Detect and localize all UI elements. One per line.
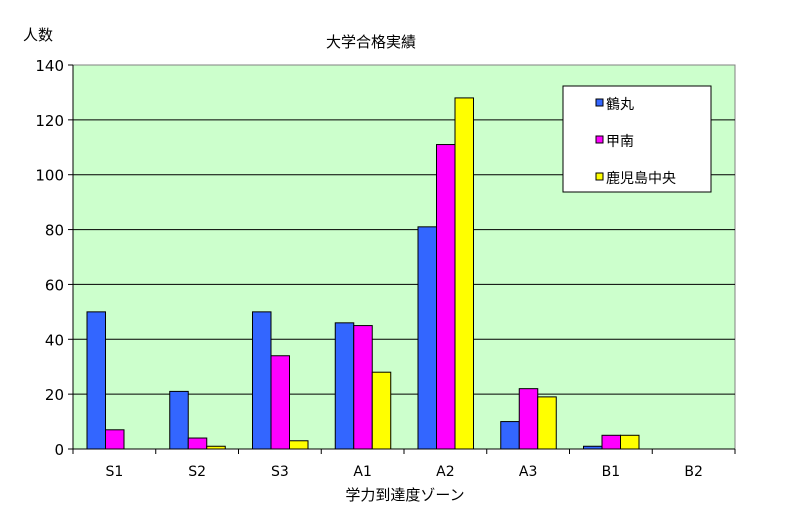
bar: [454, 97, 474, 450]
x-axis-label: 学力到達度ゾーン: [345, 486, 464, 504]
legend-label: 鶴丸: [606, 96, 634, 113]
legend-box: [562, 85, 712, 193]
legend-label: 甲南: [606, 134, 634, 150]
bar: [270, 355, 290, 450]
bar: [537, 396, 557, 450]
legend-swatch: [595, 98, 604, 107]
y-axis-label: 人数: [23, 26, 53, 44]
x-axis-ticks: S1 S2 S3 A1 A2 A3 B1 B2: [72, 449, 736, 480]
bar: [601, 434, 621, 450]
y-tick-label: 0: [54, 441, 64, 459]
y-axis-ticks: 0 20 40 60 80 100 120 140: [35, 57, 73, 459]
x-tick-label: A2: [436, 464, 454, 480]
y-tick-label: 80: [45, 222, 64, 240]
bar: [86, 311, 106, 450]
bar: [187, 437, 208, 450]
legend-swatch: [595, 172, 604, 181]
bar: [353, 325, 373, 450]
legend-swatch: [595, 135, 604, 144]
y-tick-label: 100: [35, 167, 64, 185]
x-tick-label: S1: [105, 464, 123, 480]
bar: [334, 322, 355, 450]
x-tick-label: B1: [602, 464, 621, 480]
x-tick-label: B2: [684, 464, 703, 480]
bar: [169, 390, 189, 450]
y-tick-label: 20: [45, 386, 64, 404]
bar: [500, 421, 520, 450]
x-tick-label: S2: [188, 464, 206, 480]
x-tick-label: A1: [353, 464, 371, 480]
bar: [518, 388, 539, 450]
x-tick-label: S3: [271, 464, 289, 480]
y-tick-label: 120: [35, 112, 64, 130]
bar: [620, 434, 640, 450]
y-tick-label: 60: [45, 276, 64, 294]
y-tick-label: 140: [35, 57, 64, 75]
bars: [86, 97, 640, 450]
bar: [371, 371, 392, 450]
bar: [252, 311, 272, 450]
legend-label: 鹿児島中央: [606, 170, 676, 187]
bar: [436, 144, 456, 450]
y-tick-label: 40: [45, 331, 64, 349]
bar: [417, 226, 437, 450]
x-tick-label: A3: [519, 464, 537, 480]
bar: [105, 429, 125, 450]
chart-title: 大学合格実績: [326, 33, 416, 51]
bar: [289, 440, 309, 450]
